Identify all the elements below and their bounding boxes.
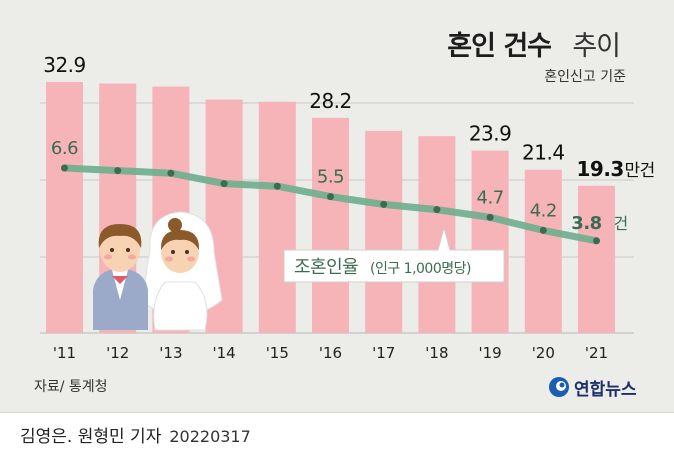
line-legend: 조혼인율 (인구 1,000명당)	[283, 226, 505, 283]
rate-point-'17	[380, 200, 388, 208]
chart-title-suffix: 추이	[572, 31, 621, 62]
bar-'18	[418, 136, 456, 333]
x-tick-'21: '21	[585, 344, 608, 362]
couple-illustration	[93, 211, 223, 331]
bar-'21	[578, 185, 615, 333]
bar-label-'20: 21.4	[522, 141, 565, 165]
rate-point-'19	[486, 213, 494, 221]
rate-point-'14	[220, 180, 228, 188]
chart-svg: 32.9 28.2 23.9 21.4 19.3 만건 6.6 5.5 4.7 4.2 3.8 건 조…	[40, 53, 655, 362]
bar-label-'19: 23.9	[469, 122, 512, 146]
yonhap-logo-icon	[549, 377, 569, 397]
bar-'15	[258, 101, 296, 333]
x-tick-'19: '19	[478, 344, 501, 362]
x-tick-'18: '18	[425, 344, 448, 362]
rate-label-'20: 4.2	[530, 200, 557, 221]
x-tick-'16: '16	[319, 344, 342, 362]
rate-point-'15	[273, 182, 281, 190]
x-tick-'12: '12	[106, 344, 129, 362]
credit: 김영은. 원형민 기자 20220317	[20, 422, 251, 447]
bar-label-unit: 만건	[625, 161, 655, 181]
legend-box	[283, 226, 505, 283]
rate-label-'21: 3.8	[571, 213, 601, 234]
x-tick-'11: '11	[53, 344, 76, 362]
rate-point-'20	[539, 226, 547, 234]
footer	[0, 412, 674, 455]
source-note: 자료/ 통계청	[34, 379, 108, 395]
chart-title: 혼인 건수	[447, 31, 552, 62]
rate-label-'16: 5.5	[317, 167, 344, 188]
x-tick-'15: '15	[266, 344, 289, 362]
bar-'17	[365, 130, 403, 333]
rate-point-'18	[433, 206, 441, 214]
credit-reporters: 김영은. 원형민 기자	[20, 427, 162, 447]
x-tick-'13: '13	[159, 344, 182, 362]
chart-note: 혼인신고 기준	[544, 69, 626, 85]
rate-point-'13	[167, 169, 175, 177]
x-tick-'14: '14	[212, 344, 235, 362]
bar-label-'21: 19.3	[577, 157, 624, 181]
rate-point-'11	[61, 164, 68, 172]
bar-'16	[312, 117, 349, 333]
legend-name: 조혼인율	[294, 257, 358, 278]
bar-label-'16: 28.2	[309, 89, 352, 113]
rate-label-'11: 6.6	[51, 138, 78, 159]
legend-detail: (인구 1,000명당)	[370, 261, 471, 277]
bar-'11	[46, 82, 83, 333]
rate-label-'19: 4.7	[477, 187, 504, 208]
yonhap-logo: 연합뉴스	[548, 374, 637, 400]
rate-label-unit: 건	[614, 214, 628, 233]
x-tick-'20: '20	[532, 344, 555, 362]
rate-point-'16	[327, 193, 334, 201]
credit-date: 20220317	[169, 427, 251, 446]
x-tick-'17: '17	[372, 344, 395, 362]
rate-point-'12	[114, 167, 122, 175]
bar-'19	[471, 150, 509, 333]
yonhap-logo-text: 연합뉴스	[574, 379, 637, 400]
bar-label-'11: 32.9	[43, 53, 86, 77]
rate-point-'21	[593, 237, 600, 245]
bar-'20	[524, 169, 562, 333]
